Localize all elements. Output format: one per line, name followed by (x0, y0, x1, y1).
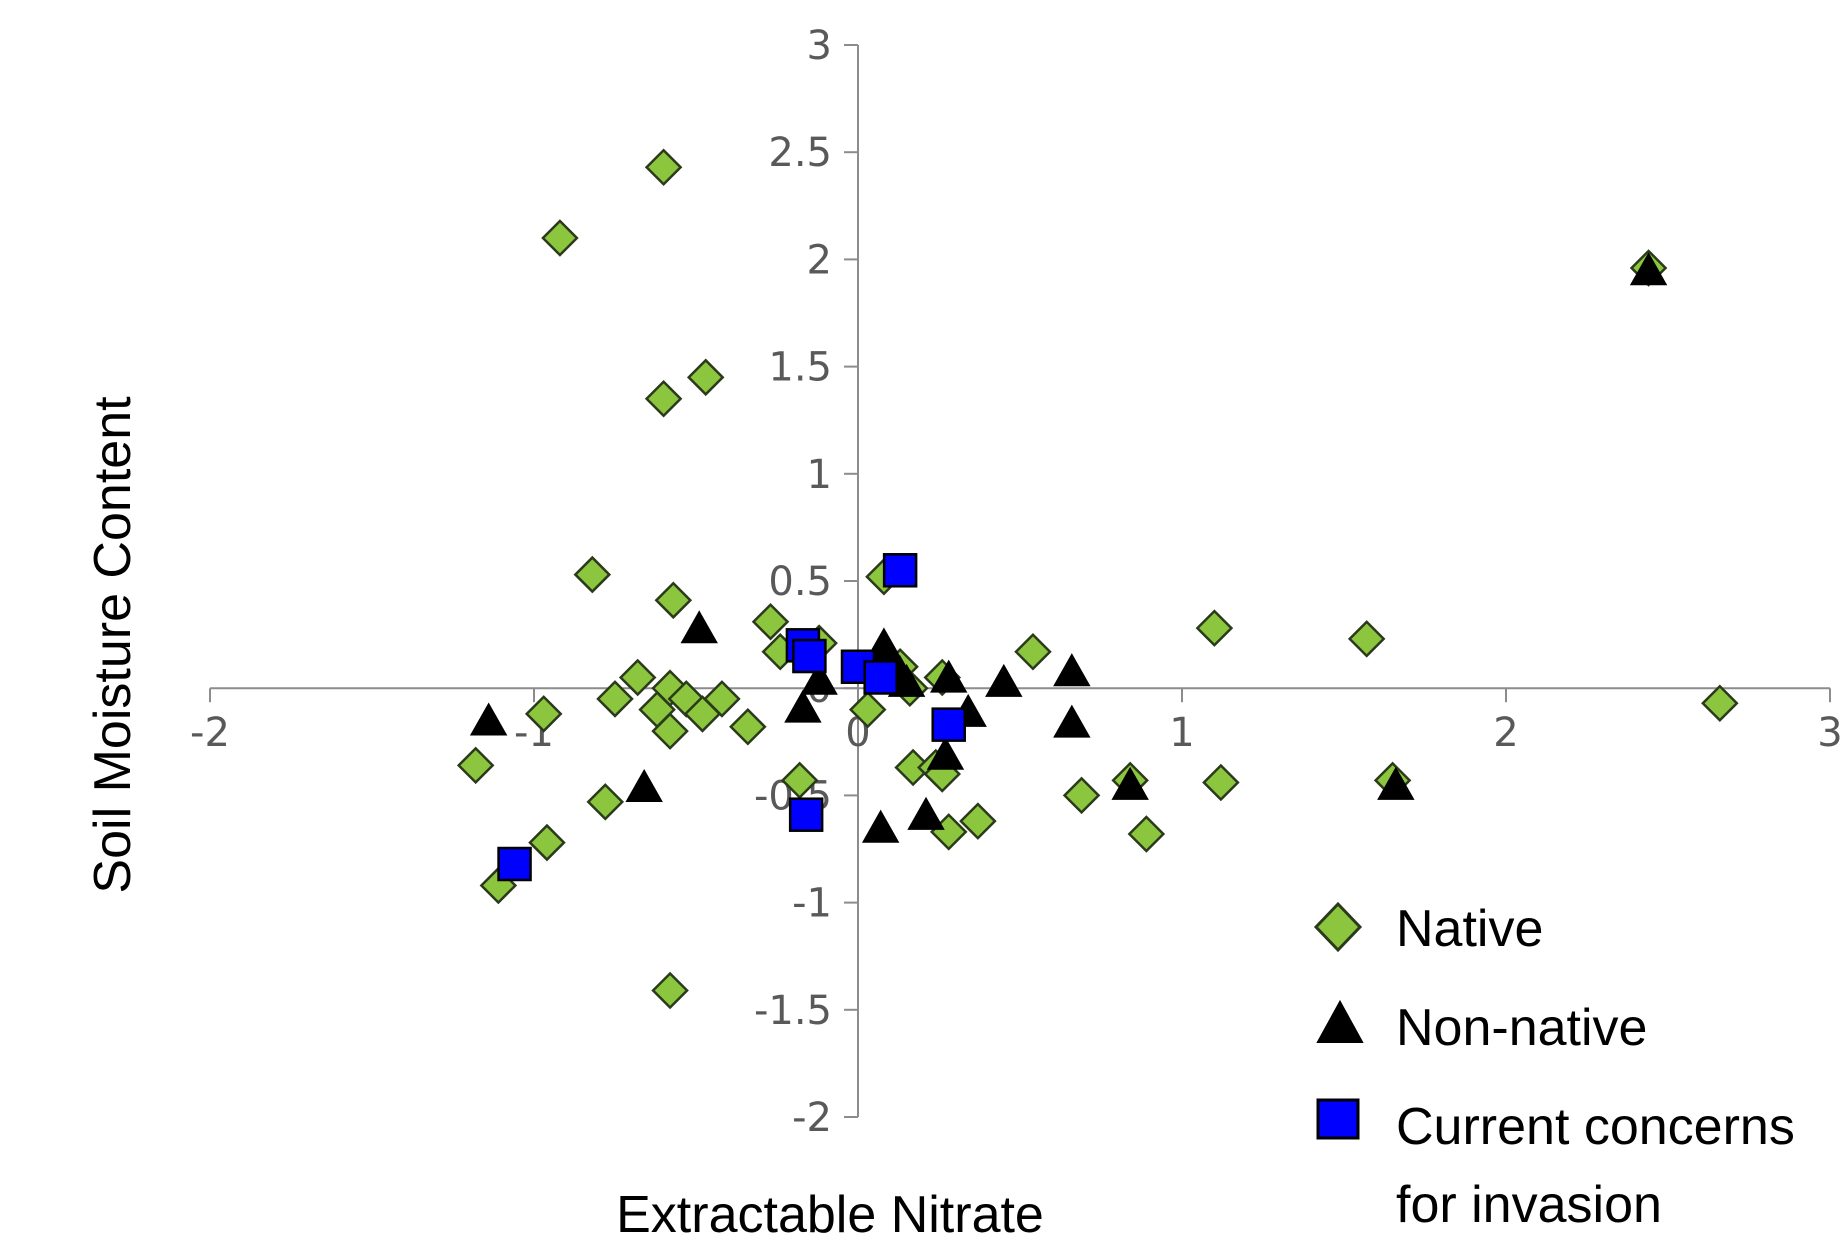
non-native-point (1111, 766, 1149, 800)
non-native-point (861, 809, 900, 843)
series-non-native (469, 252, 1668, 843)
native-point (1195, 609, 1234, 647)
legend-current-concerns-marker-icon (1316, 1098, 1360, 1140)
x-tick-label: 3 (1817, 710, 1842, 756)
native-point (1062, 776, 1101, 815)
native-point (1127, 815, 1166, 853)
native-point (751, 602, 790, 641)
native-point (703, 680, 741, 718)
legend-non-native-marker-icon (1316, 999, 1364, 1043)
native-point (644, 379, 683, 418)
native-point (1014, 632, 1052, 671)
non-native-point (625, 768, 663, 802)
non-native-point (800, 661, 838, 695)
non-native-point (985, 663, 1023, 697)
non-native-point (469, 702, 508, 736)
native-point (651, 971, 689, 1010)
native-point (524, 695, 563, 733)
legend-current-concerns-label-line2: for invasion (1396, 1176, 1662, 1234)
native-point (654, 581, 693, 620)
native-point (618, 658, 657, 697)
current-concern-point (792, 638, 827, 674)
legend-native-marker-icon (1313, 901, 1363, 953)
native-point (1701, 684, 1739, 722)
native-point (959, 802, 997, 840)
native-point (528, 823, 566, 862)
y-axis-title: Soil Moisture Content (84, 396, 142, 894)
data-points (456, 148, 1739, 1010)
y-tick-label: -1.5 (754, 988, 832, 1034)
legend-item-native: Native (1313, 900, 1543, 958)
x-axis-title: Extractable Nitrate (616, 1186, 1044, 1244)
legend: Native Non-native Current concerns for i… (1313, 900, 1795, 1234)
y-tick-label: -2 (792, 1095, 832, 1141)
native-point (1202, 763, 1240, 802)
non-native-point (907, 796, 945, 830)
native-point (729, 708, 767, 746)
non-native-point (784, 689, 822, 723)
legend-native-label: Native (1396, 900, 1543, 958)
current-concern-point (882, 553, 918, 588)
non-native-point (930, 659, 968, 693)
native-point (1347, 620, 1386, 658)
y-tick-label: -1 (792, 881, 832, 927)
y-tick-label: 2.5 (768, 130, 832, 176)
y-tick-label: 0.5 (768, 559, 832, 605)
native-point (596, 680, 634, 718)
series-current-concerns-for-invasion (497, 553, 966, 882)
non-native-point (887, 663, 926, 697)
non-native-point (1053, 704, 1091, 738)
current-concern-point (863, 660, 898, 695)
native-point (651, 712, 689, 750)
legend-current-concerns-label: Current concerns (1396, 1098, 1795, 1156)
non-native-point (865, 627, 903, 661)
native-point (586, 783, 625, 821)
x-tick-label: 1 (1169, 710, 1194, 756)
current-concern-point (497, 846, 532, 882)
native-point (573, 555, 612, 594)
y-tick-label: 1.5 (768, 345, 832, 391)
native-point (848, 690, 887, 729)
legend-non-native-label: Non-native (1396, 999, 1647, 1057)
non-native-point (680, 610, 718, 644)
non-native-point (926, 736, 965, 770)
native-point (686, 358, 725, 397)
current-concern-point (788, 797, 824, 832)
axes (209, 44, 1831, 1118)
non-native-point (1629, 252, 1668, 286)
legend-item-non-native: Non-native (1316, 999, 1647, 1057)
legend-item-current-concerns: Current concerns for invasion (1316, 1098, 1795, 1234)
y-tick-label: 2 (807, 237, 832, 283)
native-point (644, 148, 683, 186)
native-point (456, 746, 495, 785)
current-concern-point (931, 707, 966, 742)
native-point (780, 761, 819, 800)
y-tick-label: 1 (807, 452, 832, 498)
series-native (456, 148, 1739, 1010)
x-tick-label: -2 (190, 710, 230, 756)
native-point (541, 219, 579, 257)
non-native-point (1053, 653, 1091, 687)
non-native-point (1377, 766, 1415, 800)
y-tick-label: 3 (807, 23, 832, 69)
x-tick-label: 2 (1493, 710, 1518, 756)
